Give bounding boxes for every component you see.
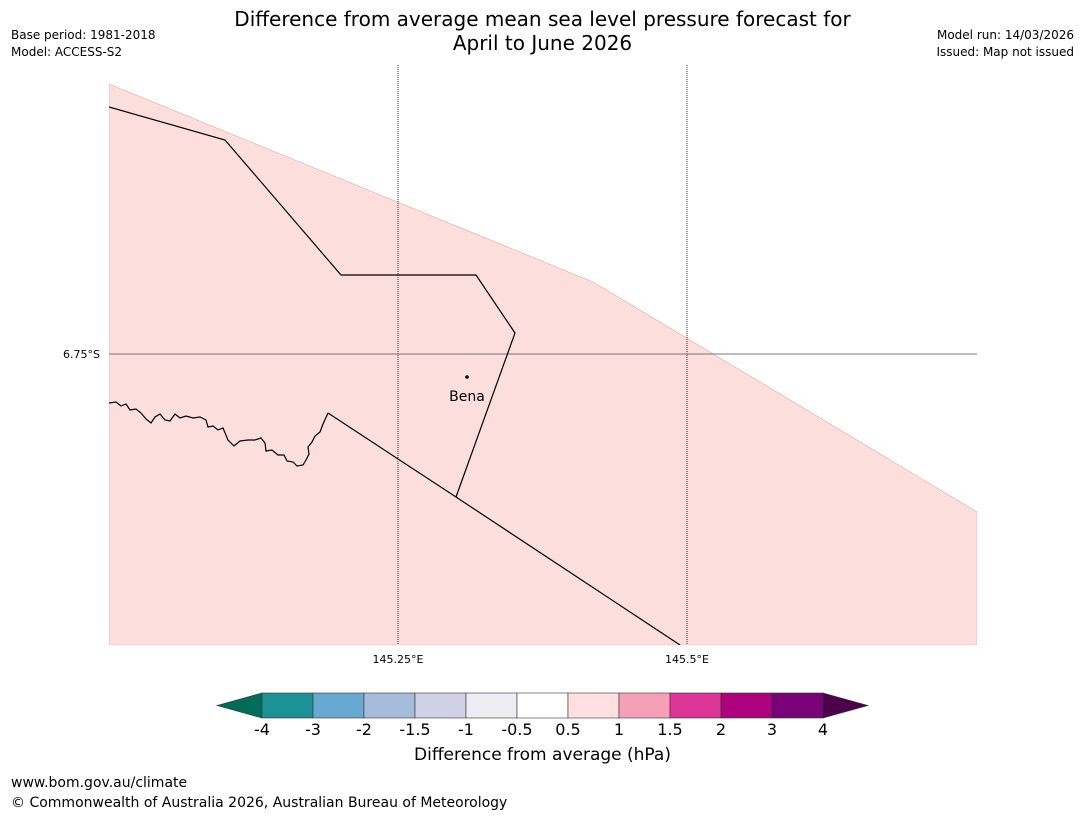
footer-url: www.bom.gov.au/climate [11, 775, 188, 791]
colorbar-swatch [312, 692, 365, 719]
colorbar-tick-label: 1.5 [657, 720, 683, 739]
colorbar-swatch [771, 692, 824, 719]
bena-marker [465, 375, 469, 379]
colorbar-tick-label: 2 [715, 720, 727, 739]
colorbar-tick-label: 0.5 [555, 720, 581, 739]
lat-label-6-75: 6.75°S [63, 348, 100, 361]
colorbar-tick-label: -0.5 [501, 720, 533, 739]
province-boundary-south [327, 412, 681, 645]
colorbar-swatch [567, 692, 620, 719]
map-title: Difference from average mean sea level p… [0, 7, 1085, 55]
colorbar-swatch [414, 692, 467, 719]
colorbar-swatch [363, 692, 416, 719]
colorbar-tick-label: 3 [766, 720, 778, 739]
colorbar-label: Difference from average (hPa) [414, 745, 671, 765]
colorbar-tick-label: -4 [254, 720, 270, 739]
meta-right: Model run: 14/03/2026 Issued: Map not is… [936, 27, 1074, 61]
meta-left: Base period: 1981-2018 Model: ACCESS-S2 [11, 27, 156, 61]
colorbar-over-arrow [822, 692, 870, 719]
colorbar-tick-label: 4 [817, 720, 829, 739]
model-run: Model run: 14/03/2026 [936, 28, 1074, 42]
base-period: Base period: 1981-2018 [11, 28, 156, 42]
colorbar-swatch [669, 692, 722, 719]
river-line [109, 401, 329, 467]
colorbar-tick-label: -3 [305, 720, 321, 739]
province-boundary [109, 106, 516, 498]
colorbar [215, 692, 870, 719]
colorbar-swatch [618, 692, 671, 719]
title-line-1: Difference from average mean sea level p… [234, 7, 851, 31]
forecast-fill-region [109, 83, 977, 645]
colorbar-tick-label: -2 [356, 720, 372, 739]
colorbar-swatch [465, 692, 518, 719]
colorbar-tick-label: -1 [458, 720, 474, 739]
title-line-2: April to June 2026 [452, 31, 633, 55]
lon-label-145-5: 145.5°E [665, 653, 709, 666]
lon-label-145-25: 145.25°E [373, 653, 424, 666]
model-name: Model: ACCESS-S2 [11, 45, 123, 59]
colorbar-swatch [516, 692, 569, 719]
colorbar-swatch [261, 692, 314, 719]
colorbar-tick-label: -1.5 [399, 720, 431, 739]
issued-status: Issued: Map not issued [936, 45, 1074, 59]
colorbar-under-arrow [215, 692, 263, 719]
colorbar-swatch [720, 692, 773, 719]
bena-label: Bena [449, 389, 485, 405]
colorbar-tick-label: 1 [613, 720, 625, 739]
footer-copyright: © Commonwealth of Australia 2026, Austra… [11, 795, 508, 811]
